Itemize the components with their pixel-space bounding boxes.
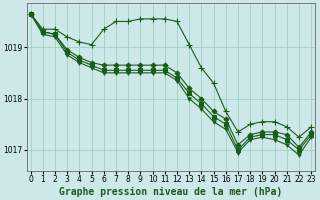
X-axis label: Graphe pression niveau de la mer (hPa): Graphe pression niveau de la mer (hPa) xyxy=(59,186,283,197)
